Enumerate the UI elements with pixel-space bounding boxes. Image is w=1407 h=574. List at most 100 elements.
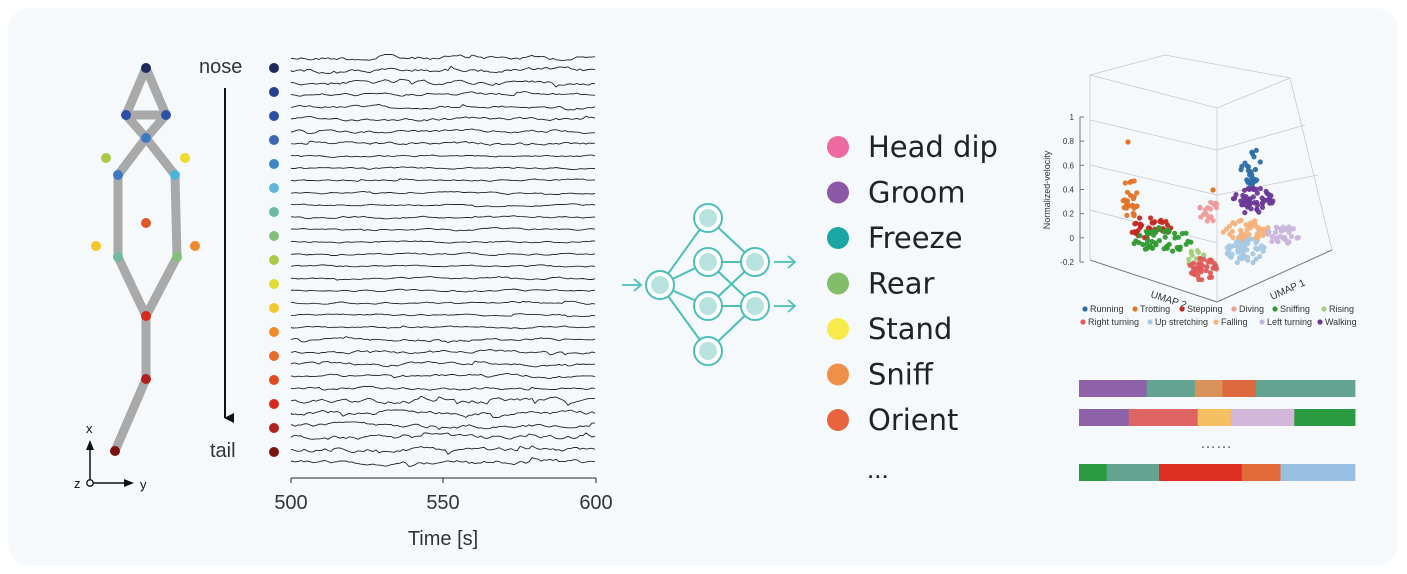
umap-point xyxy=(1290,226,1296,232)
umap-legend-marker xyxy=(1082,306,1088,312)
ethogram-segment xyxy=(1241,464,1281,481)
umap-point xyxy=(1152,240,1158,246)
umap-point xyxy=(1239,163,1245,169)
nose-label: nose xyxy=(199,56,242,78)
umap-point xyxy=(1188,239,1194,245)
coordinate-axes: x z y xyxy=(74,421,147,492)
umap-point xyxy=(1286,239,1292,245)
ethogram-segment xyxy=(1280,464,1356,481)
umap-legend-label: Running xyxy=(1090,304,1124,314)
umap-point xyxy=(1187,262,1193,268)
behavior-label: Groom xyxy=(868,176,966,210)
behavior-color-dot xyxy=(827,318,849,340)
network-arrowhead xyxy=(633,278,643,292)
umap-point xyxy=(1194,269,1200,275)
umap-point xyxy=(1213,205,1219,211)
umap-point xyxy=(1196,261,1202,267)
xtick-500: 500 xyxy=(274,492,307,514)
behavior-color-dot xyxy=(827,181,849,204)
umap-point xyxy=(1230,196,1236,202)
umap-3d-scatter: 1 0.8 0.6 0.4 0.2 0 -0.2 Normalized-velocity U… xyxy=(1042,54,1357,327)
skeleton-keypoint xyxy=(141,63,151,73)
trace-line xyxy=(290,385,596,391)
keypoint-marker xyxy=(269,303,279,313)
umap-point xyxy=(1253,245,1259,251)
skeleton-keypoint xyxy=(141,374,151,384)
trace-line xyxy=(290,227,596,232)
umap-point xyxy=(1121,205,1127,211)
behavior-label: Rear xyxy=(868,267,934,301)
skeleton-bone xyxy=(113,252,151,321)
trace-line xyxy=(290,349,596,356)
umap-point xyxy=(1250,185,1256,191)
umap-point xyxy=(1189,252,1195,258)
trace-line xyxy=(290,215,596,220)
skeleton-keypoint xyxy=(101,153,111,163)
umap-point xyxy=(1244,247,1250,253)
umap-point xyxy=(1137,215,1143,221)
umap-point xyxy=(1172,230,1178,236)
ethogram-segment xyxy=(1159,464,1243,481)
ethogram-ellipsis: …… xyxy=(1200,435,1232,452)
umap-point xyxy=(1125,139,1131,145)
umap-point xyxy=(1269,233,1275,240)
trace-line xyxy=(290,103,596,111)
umap-point xyxy=(1250,251,1256,257)
umap-point xyxy=(1210,218,1216,224)
umap-z-tick-label: 0.6 xyxy=(1063,161,1075,170)
skeleton-keypoint xyxy=(180,153,190,163)
trace-line xyxy=(290,336,596,344)
umap-point xyxy=(1274,225,1280,231)
umap-point xyxy=(1251,176,1257,182)
umap-point xyxy=(1257,186,1263,192)
umap-point xyxy=(1140,241,1146,248)
umap-point xyxy=(1157,226,1163,233)
keypoint-marker xyxy=(269,183,279,193)
skeleton-keypoint xyxy=(190,241,200,251)
umap-legend-label: Up stretching xyxy=(1155,317,1208,327)
time-axis-label: Time [s] xyxy=(408,528,478,550)
umap-point xyxy=(1245,236,1251,243)
umap-point xyxy=(1186,256,1192,262)
trace-line xyxy=(290,276,596,281)
umap-point xyxy=(1134,190,1140,196)
behavior-label: Freeze xyxy=(868,221,963,255)
umap-point xyxy=(1269,238,1275,244)
trace-line xyxy=(290,421,596,430)
umap-legend-label: Trotting xyxy=(1140,304,1170,314)
umap-point xyxy=(1122,180,1128,186)
umap-point xyxy=(1228,254,1234,260)
time-axis-ticks xyxy=(290,478,597,483)
network-node-core xyxy=(699,253,717,271)
keypoint-marker xyxy=(269,447,279,457)
ethogram-segment xyxy=(1146,380,1196,397)
behavior-color-dot xyxy=(827,272,849,295)
network-node-core xyxy=(699,297,717,315)
umap-point xyxy=(1286,224,1292,230)
umap-legend-marker xyxy=(1147,319,1153,325)
umap-point xyxy=(1248,206,1254,212)
umap-point xyxy=(1252,166,1259,173)
umap-point xyxy=(1203,267,1209,274)
network-node-core xyxy=(746,253,764,271)
umap-legend: Running Trotting Stepping Diving Sniffing Ris… xyxy=(1080,304,1357,327)
trace-line xyxy=(290,325,596,330)
umap-point xyxy=(1179,230,1185,237)
ethogram-segment xyxy=(1079,464,1107,481)
umap-point xyxy=(1230,220,1236,226)
umap-point xyxy=(1227,231,1233,237)
umap-point xyxy=(1203,211,1209,217)
trace-line xyxy=(290,140,596,146)
keypoint-marker xyxy=(269,111,279,121)
umap-legend-marker xyxy=(1272,306,1278,312)
skeleton-keypoint xyxy=(172,252,182,262)
umap-points xyxy=(1120,139,1301,283)
umap-point xyxy=(1249,149,1255,155)
umap-point xyxy=(1165,228,1171,234)
umap-point xyxy=(1230,235,1236,241)
ethogram-segment xyxy=(1106,464,1160,481)
keypoint-marker xyxy=(269,87,279,97)
umap-z-label: Normalized-velocity xyxy=(1042,150,1052,229)
trace-line xyxy=(290,252,596,257)
ethogram-segment xyxy=(1128,409,1199,426)
